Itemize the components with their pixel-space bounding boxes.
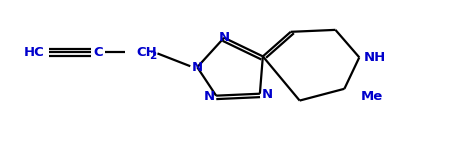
Text: N: N [204,90,215,103]
Text: HC: HC [23,46,44,59]
Text: N: N [261,88,272,101]
Text: N: N [218,31,229,44]
Text: NH: NH [363,51,385,64]
Text: 2: 2 [149,51,156,61]
Text: CH: CH [136,46,157,59]
Text: N: N [191,61,202,74]
Text: C: C [93,46,102,59]
Text: Me: Me [359,90,382,103]
